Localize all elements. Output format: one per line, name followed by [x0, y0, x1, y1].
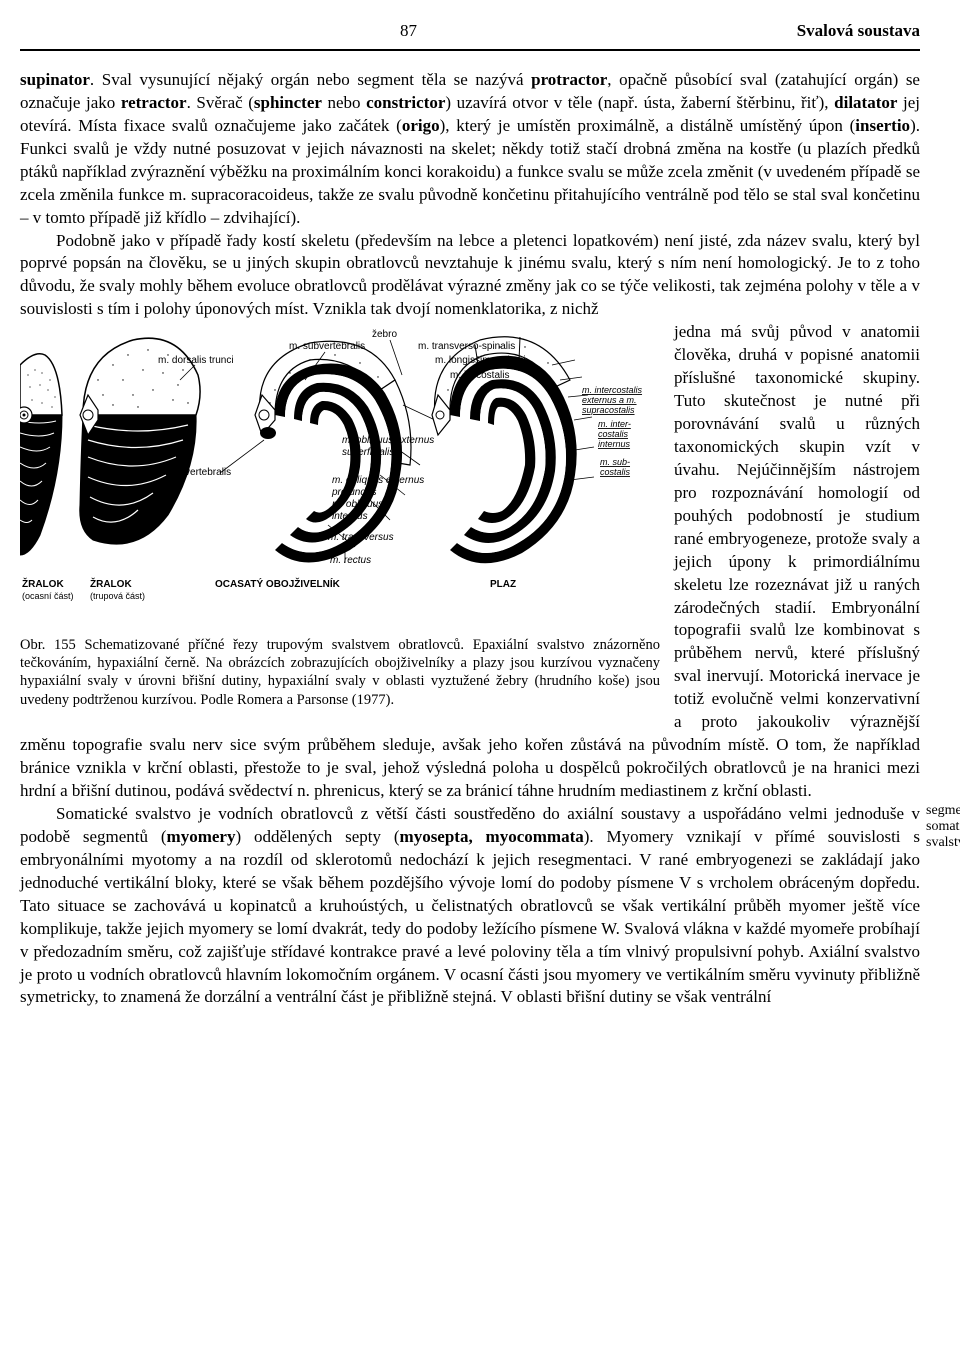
label-m-longissimus-dorsi: m. longissimus dorsi [435, 355, 526, 366]
side-note-l1: segmentace [926, 803, 960, 818]
label-internus2: internus [332, 511, 368, 522]
paragraph-3: Somatické svalstvo je vodních obratlovců… [20, 803, 920, 1009]
side-note-l2: somatického [926, 819, 960, 834]
label-m-iliocostalis: m. iliocostalis [450, 370, 509, 381]
label-m-intercostalis-ext: m. intercostalis [582, 385, 643, 395]
label-m-transversus: m. transversus [328, 532, 394, 543]
label-zralok-trup-sub: (trupová část) [90, 591, 145, 601]
figure-svg: žebro m. subvertebralis m. dorsalis trun… [20, 325, 660, 625]
label-externus-a-m: externus a m. [582, 395, 637, 405]
side-note: segmentace somatického svalstva [926, 803, 960, 851]
page-number: 87 [400, 20, 417, 43]
label-internus: internus [598, 439, 631, 449]
label-zralok-trup: ŽRALOK [90, 577, 132, 590]
label-m-subcostalis: m. sub- [600, 457, 630, 467]
label-profundus: profundus [331, 487, 376, 498]
label-m-transverso-spinalis: m. transverso-spinalis [418, 341, 515, 352]
paragraph-3-wrap: Somatické svalstvo je vodních obratlovců… [20, 803, 920, 1009]
figure-and-wrap: žebro m. subvertebralis m. dorsalis trun… [20, 321, 920, 803]
label-m-dorsalis-trunci: m. dorsalis trunci [158, 355, 234, 366]
label-m-obliquus-ext-sup: m. obliquus externus [342, 435, 434, 446]
figure-caption: Obr. 155 Schematizované příčné řezy trup… [20, 636, 660, 709]
shark-tail-diagram [20, 354, 62, 555]
label-zralok-ocas: ŽRALOK [22, 577, 64, 590]
shark-trunk-diagram [80, 338, 200, 544]
label-m-obliquus-int: m. obliquus [332, 499, 383, 510]
label-costalis: costalis [598, 429, 629, 439]
figure-wrap: žebro m. subvertebralis m. dorsalis trun… [20, 325, 660, 708]
section-title: Svalová soustava [797, 20, 920, 43]
label-plaz: PLAZ [490, 579, 516, 590]
label-costalis2: costalis [600, 467, 631, 477]
label-zebro: žebro [372, 329, 397, 340]
label-m-rectus: m. rectus [330, 555, 371, 566]
label-obojzivelnik: OCASATÝ OBOJŽIVELNÍK [215, 577, 341, 590]
paragraph-2: Podobně jako v případě řady kostí skelet… [20, 230, 920, 322]
label-supracostalis: supracostalis [582, 405, 635, 415]
label-m-obliquus-ext-prof: m. obliquus externus [332, 475, 424, 486]
page-header: 87 Svalová soustava [20, 20, 920, 51]
body-text: supinator. Sval vysunující nějaký orgán … [20, 69, 920, 1009]
side-note-l3: svalstva [926, 835, 960, 850]
label-superficialis: superficialis [342, 447, 394, 458]
label-m-subvertebralis2: m. subvertebralis [155, 467, 231, 478]
label-m-subvertebralis: m. subvertebralis [289, 341, 365, 352]
label-zralok-ocas-sub: (ocasní část) [22, 591, 74, 601]
label-m-intercostalis2: m. inter- [598, 419, 631, 429]
paragraph-1: supinator. Sval vysunující nějaký orgán … [20, 69, 920, 230]
